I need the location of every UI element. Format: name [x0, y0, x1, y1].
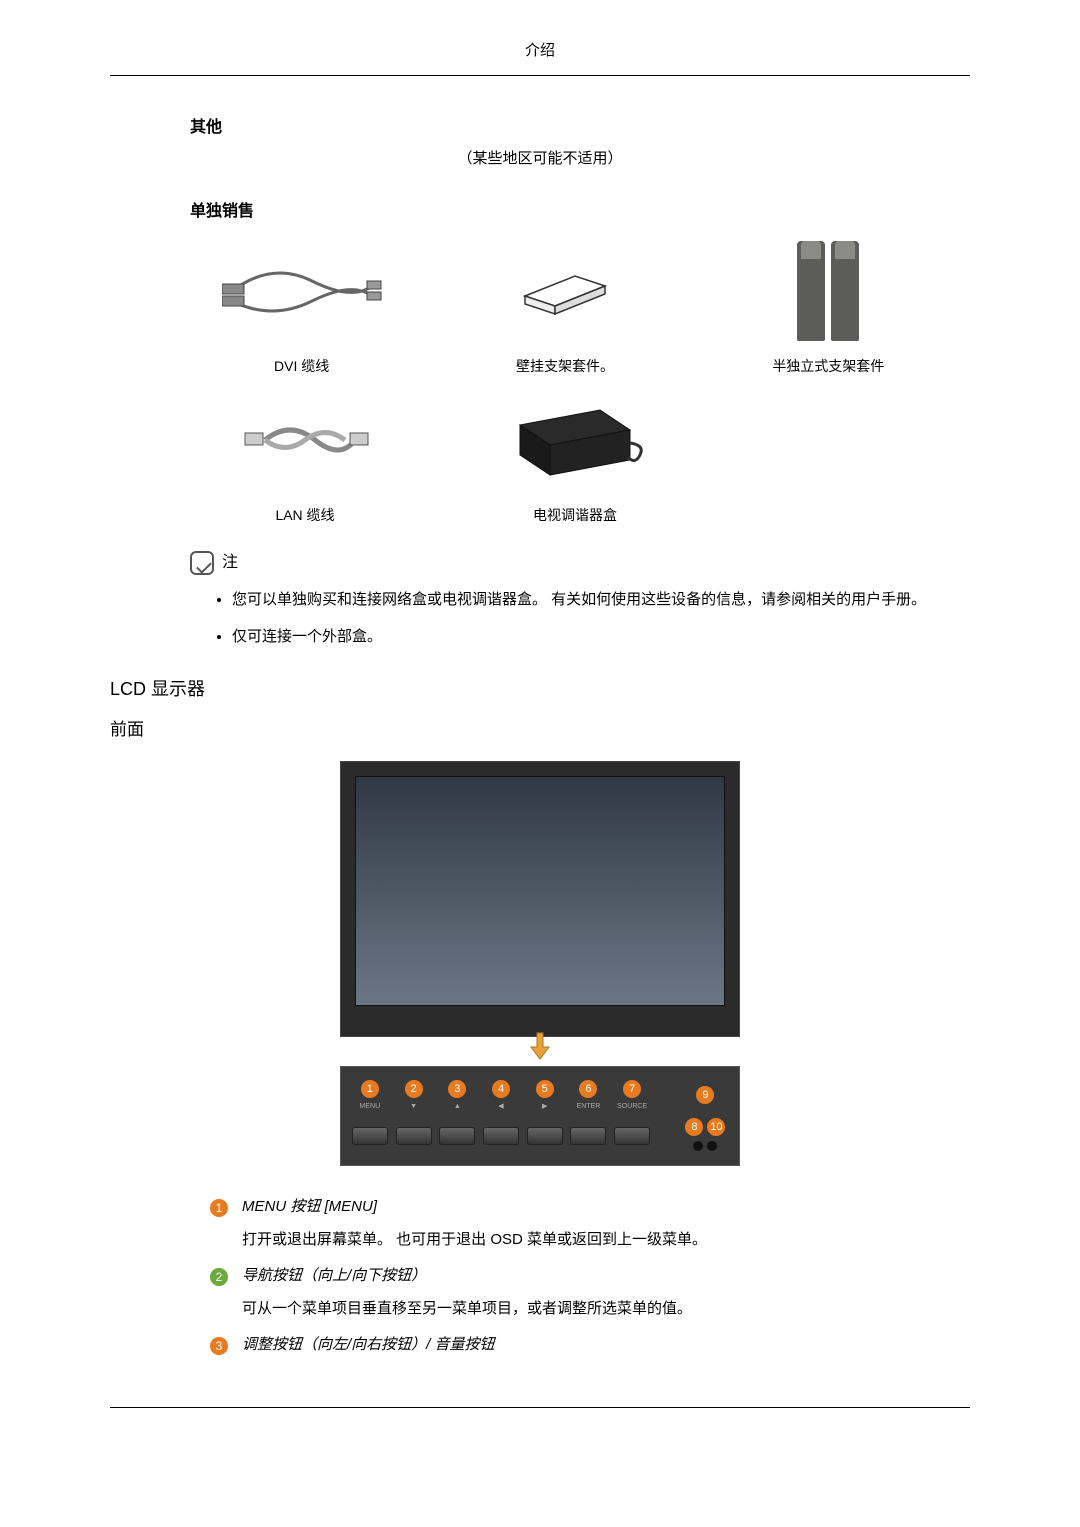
accessory-caption: DVI 缆线 — [200, 356, 403, 377]
panel-phys-btn — [396, 1127, 432, 1145]
accessory-caption: 壁挂支架套件。 — [463, 356, 666, 377]
sold-separately-title: 单独销售 — [190, 200, 970, 224]
section-other-title: 其他 — [190, 116, 970, 140]
panel-btn-label: ▼ — [395, 1102, 433, 1113]
accessory-stand-kit: 半独立式支架套件 — [727, 236, 930, 377]
panel-badge: 1 — [361, 1080, 379, 1098]
panel-badge: 10 — [707, 1118, 725, 1136]
callout-item: 1 MENU 按钮 [MENU] 打开或退出屏幕菜单。 也可用于退出 OSD 菜… — [210, 1196, 950, 1261]
note-bullet: 您可以单独购买和连接网络盒或电视调谐器盒。 有关如何使用这些设备的信息，请参阅相… — [232, 589, 940, 612]
region-note: （某些地区可能不适用） — [110, 148, 970, 171]
callout-badge: 1 — [210, 1199, 228, 1217]
accessory-lan-cable: LAN 缆线 — [200, 385, 410, 526]
accessory-wall-kit: 壁挂支架套件。 — [463, 236, 666, 377]
accessory-grid: DVI 缆线 壁挂支架套件。 — [200, 236, 930, 526]
callout-title: 调整按钮（向左/向右按钮）/ 音量按钮 — [242, 1334, 950, 1357]
panel-btn-label: SOURCE — [613, 1102, 651, 1113]
callout-title: MENU 按钮 [MENU] — [242, 1196, 950, 1219]
panel-badge: 9 — [696, 1086, 714, 1104]
callout-desc: 可从一个菜单项目垂直移至另一菜单项目，或者调整所选菜单的值。 — [242, 1298, 950, 1321]
monitor-illustration: 1 MENU 2 ▼ 3 ▲ 4 ◀ 5 ▶ 6 ENTER 7 SOURCE 9 — [110, 761, 970, 1167]
panel-badge: 2 — [405, 1080, 423, 1098]
panel-phys-btn — [483, 1127, 519, 1145]
panel-btn-label: MENU — [351, 1102, 389, 1113]
callout-desc: 打开或退出屏幕菜单。 也可用于退出 OSD 菜单或返回到上一级菜单。 — [242, 1229, 950, 1252]
arrow-down-icon — [340, 1031, 740, 1069]
panel-badge: 6 — [579, 1080, 597, 1098]
panel-btn-label: ENTER — [570, 1102, 608, 1113]
monitor-bezel — [340, 761, 740, 1037]
accessory-caption: 半独立式支架套件 — [727, 356, 930, 377]
ir-sensor-icon — [693, 1141, 703, 1151]
panel-phys-btn — [352, 1127, 388, 1145]
panel-badge: 4 — [492, 1080, 510, 1098]
accessory-dvi-cable: DVI 缆线 — [200, 236, 403, 377]
callout-item: 3 调整按钮（向左/向右按钮）/ 音量按钮 — [210, 1334, 950, 1367]
panel-badge: 8 — [685, 1118, 703, 1136]
dvi-cable-icon — [222, 256, 382, 326]
document-page: 介绍 其他 （某些地区可能不适用） 单独销售 DVI 缆线 — [0, 0, 1080, 1468]
accessory-caption: 电视调谐器盒 — [470, 505, 680, 526]
accessory-caption: LAN 缆线 — [200, 505, 410, 526]
accessory-row-2: LAN 缆线 电视调谐器盒 — [200, 385, 930, 526]
note-label: 注 — [222, 551, 238, 575]
accessory-row-1: DVI 缆线 壁挂支架套件。 — [200, 236, 930, 377]
stand-kit-icon — [797, 241, 859, 341]
tuner-box-icon — [500, 395, 650, 485]
lan-cable-icon — [240, 415, 370, 465]
panel-badge-row: 1 MENU 2 ▼ 3 ▲ 4 ◀ 5 ▶ 6 ENTER 7 SOURCE 9 — [351, 1077, 729, 1112]
front-heading: 前面 — [110, 717, 970, 743]
note-bullet: 仅可连接一个外部盒。 — [232, 626, 940, 649]
wall-kit-icon — [505, 256, 625, 326]
note-list: 您可以单独购买和连接网络盒或电视调谐器盒。 有关如何使用这些设备的信息，请参阅相… — [232, 589, 940, 648]
panel-btn-label: ▲ — [438, 1102, 476, 1113]
control-panel: 1 MENU 2 ▼ 3 ▲ 4 ◀ 5 ▶ 6 ENTER 7 SOURCE 9 — [340, 1066, 740, 1166]
panel-badge: 7 — [623, 1080, 641, 1098]
callout-list: 1 MENU 按钮 [MENU] 打开或退出屏幕菜单。 也可用于退出 OSD 菜… — [210, 1196, 950, 1367]
callout-badge: 3 — [210, 1337, 228, 1355]
panel-phys-btn — [527, 1127, 563, 1145]
callout-badge: 2 — [210, 1268, 228, 1286]
panel-badge: 3 — [448, 1080, 466, 1098]
panel-btn-label: ◀ — [482, 1102, 520, 1113]
lcd-heading: LCD 显示器 — [110, 676, 970, 703]
note-block: 注 您可以单独购买和连接网络盒或电视调谐器盒。 有关如何使用这些设备的信息，请参… — [190, 551, 950, 648]
panel-phys-btn — [614, 1127, 650, 1145]
monitor-screen — [355, 776, 725, 1006]
callout-item: 2 导航按钮（向上/向下按钮） 可从一个菜单项目垂直移至另一菜单项目，或者调整所… — [210, 1265, 950, 1330]
panel-phys-row: 8 10 — [351, 1118, 729, 1151]
page-header-title: 介绍 — [110, 40, 970, 76]
callout-title: 导航按钮（向上/向下按钮） — [242, 1265, 950, 1288]
panel-phys-btn — [570, 1127, 606, 1145]
footer-rule — [110, 1407, 970, 1408]
power-led-icon — [707, 1141, 717, 1151]
panel-btn-label: ▶ — [526, 1102, 564, 1113]
note-icon — [190, 551, 214, 575]
panel-badge: 5 — [536, 1080, 554, 1098]
accessory-tuner-box: 电视调谐器盒 — [470, 385, 680, 526]
panel-phys-btn — [439, 1127, 475, 1145]
